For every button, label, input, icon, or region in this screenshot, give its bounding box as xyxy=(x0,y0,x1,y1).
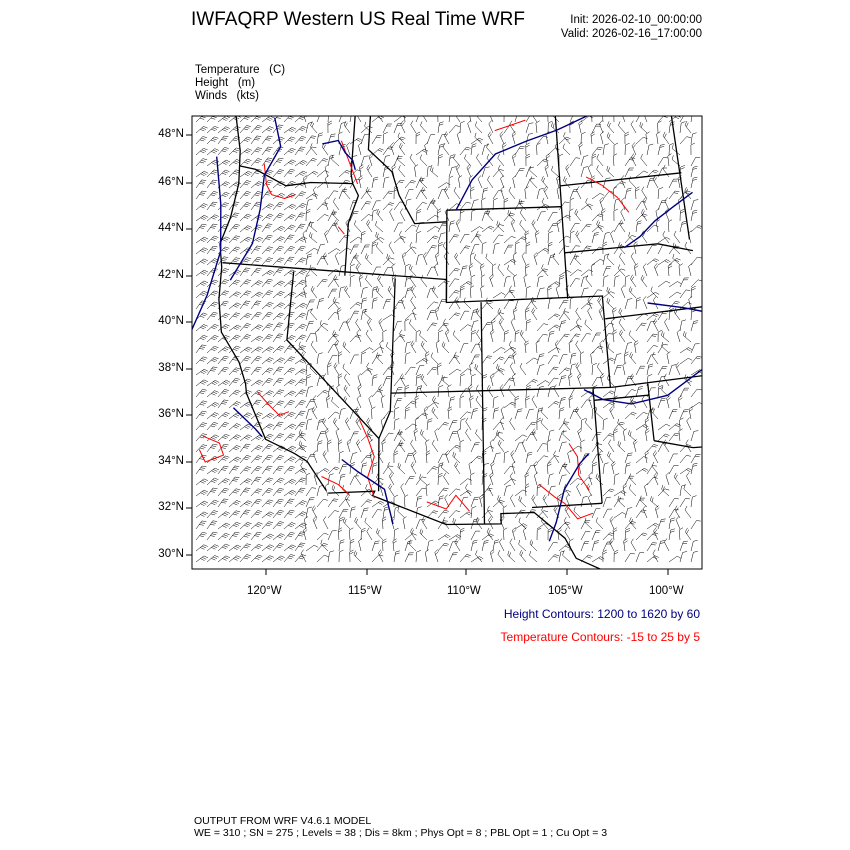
init-time: Init: 2026-02-10_00:00:00 xyxy=(570,14,702,26)
latitude-label: 36°N xyxy=(158,408,184,420)
state-boundary xyxy=(592,388,603,504)
state-boundary xyxy=(233,98,693,100)
state-boundary xyxy=(611,375,702,389)
height-contour xyxy=(229,117,282,281)
field-name: Temperature xyxy=(195,64,260,76)
height-legend: Height Contours: 1200 to 1620 by 60 xyxy=(503,607,700,621)
state-boundary xyxy=(593,394,655,441)
footer-config: WE = 310 ; SN = 275 ; Levels = 38 ; Dis … xyxy=(194,827,608,839)
state-boundary xyxy=(445,210,448,303)
field-unit: (m) xyxy=(237,77,256,89)
state-boundary xyxy=(670,116,691,240)
state-boundary xyxy=(480,302,486,525)
temperature-contour xyxy=(198,435,225,463)
latitude-label: 32°N xyxy=(158,501,184,513)
state-boundary xyxy=(446,206,562,211)
height-contour xyxy=(322,139,356,170)
latitude-label: 40°N xyxy=(158,315,184,327)
latitude-label: 46°N xyxy=(158,176,184,188)
state-boundary xyxy=(328,490,602,569)
state-boundary xyxy=(560,172,682,187)
state-boundary xyxy=(601,295,612,388)
temperature-contour xyxy=(321,476,350,495)
wind-barb-field xyxy=(195,116,702,563)
state-boundary xyxy=(286,271,380,492)
state-boundaries xyxy=(218,98,702,569)
state-boundary xyxy=(445,279,604,304)
longitude-label: 115°W xyxy=(348,585,382,597)
height-contour xyxy=(232,407,263,438)
state-boundary xyxy=(222,262,447,281)
state-boundary xyxy=(378,278,396,439)
height-contour xyxy=(548,453,590,542)
valid-time: Valid: 2026-02-16_17:00:00 xyxy=(560,28,702,40)
state-boundary xyxy=(239,165,353,187)
height-contour xyxy=(341,458,394,525)
plot-title: IWFAQRP Western US Real Time WRF xyxy=(191,9,525,30)
axis-ticks xyxy=(186,134,669,575)
height-contour xyxy=(192,156,222,332)
temperature-contour xyxy=(358,418,375,499)
longitude-label: 120°W xyxy=(247,585,282,597)
field-winds: Winds (kts) xyxy=(195,90,259,102)
state-boundary xyxy=(653,440,702,449)
state-boundary xyxy=(367,116,447,225)
latitude-label: 30°N xyxy=(158,548,184,560)
height-contour xyxy=(647,302,702,312)
field-name: Winds xyxy=(195,90,227,102)
latitude-label: 48°N xyxy=(158,128,184,140)
state-boundary xyxy=(344,116,360,276)
map-frame xyxy=(191,115,703,570)
height-contour xyxy=(455,116,588,211)
state-boundary xyxy=(605,306,702,320)
temperature-contour xyxy=(337,226,345,235)
temperature-legend: Temperature Contours: -15 to 25 by 5 xyxy=(500,630,700,644)
latitude-label: 34°N xyxy=(158,455,184,467)
temperature-contour xyxy=(538,483,594,520)
temperature-contour xyxy=(263,163,295,200)
field-height: Height (m) xyxy=(195,77,255,89)
state-boundary xyxy=(564,243,694,254)
state-boundary xyxy=(554,116,569,299)
longitude-label: 110°W xyxy=(447,585,481,597)
footer-model: OUTPUT FROM WRF V4.6.1 MODEL xyxy=(194,815,372,827)
height-contour xyxy=(623,191,693,249)
longitude-label: 100°W xyxy=(649,585,684,597)
temperature-contour xyxy=(494,119,526,132)
temperature-contour xyxy=(257,391,290,416)
height-contour xyxy=(583,368,702,405)
state-boundary xyxy=(390,386,612,394)
longitude-label: 105°W xyxy=(548,585,583,597)
tick-marks xyxy=(186,134,669,575)
state-boundary xyxy=(647,383,650,396)
latitude-label: 44°N xyxy=(158,222,184,234)
latitude-label: 38°N xyxy=(158,362,184,374)
field-name: Height xyxy=(195,77,229,89)
latitude-label: 42°N xyxy=(158,269,184,281)
temperature-contour xyxy=(340,140,359,185)
field-unit: (kts) xyxy=(236,90,259,102)
temperature-contour xyxy=(585,176,630,213)
height-contours xyxy=(192,116,702,542)
field-temperature: Temperature (C) xyxy=(195,64,285,76)
field-unit: (C) xyxy=(269,64,286,76)
state-boundary xyxy=(218,116,327,492)
wind-barbs xyxy=(195,116,702,563)
temperature-contour xyxy=(426,494,470,512)
